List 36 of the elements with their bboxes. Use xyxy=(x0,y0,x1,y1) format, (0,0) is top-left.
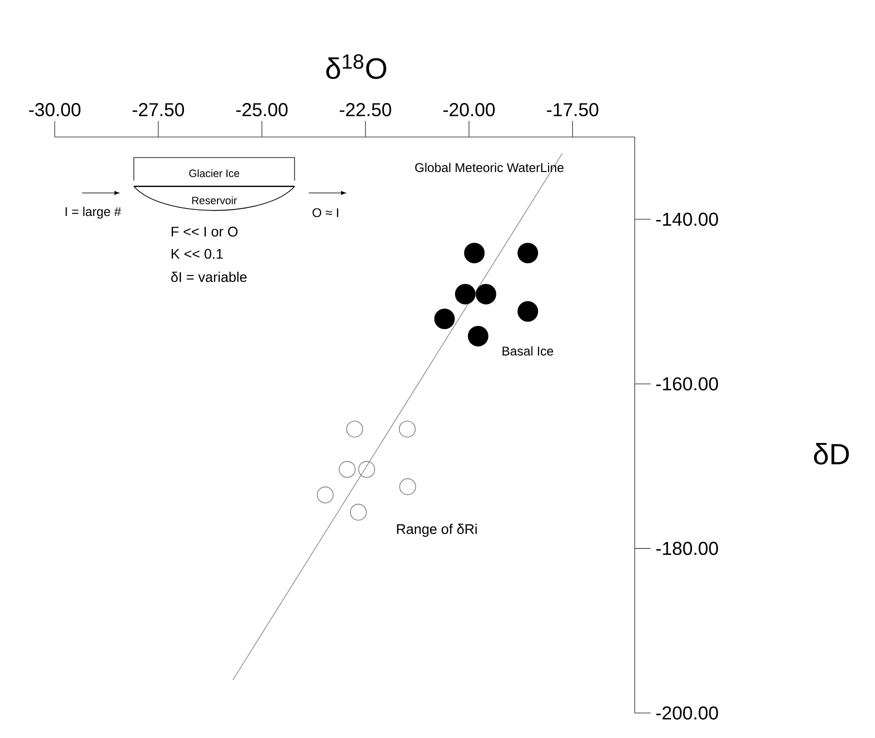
point xyxy=(468,326,488,346)
y-tick-label: -200.00 xyxy=(656,706,718,720)
annotation: Basal Ice xyxy=(502,346,554,356)
point xyxy=(476,284,496,304)
annotation: I = large # xyxy=(66,206,122,219)
point xyxy=(346,420,364,438)
x-tick-label: -25.00 xyxy=(236,103,288,116)
point xyxy=(338,461,356,478)
point xyxy=(434,308,455,330)
y-tick-label: -140.00 xyxy=(656,212,718,226)
point xyxy=(399,478,416,496)
point xyxy=(350,504,367,521)
annotation: δI = variable xyxy=(171,272,247,282)
x-tick-label: -17.50 xyxy=(546,103,598,116)
annotation: Reservoir xyxy=(192,196,237,204)
point xyxy=(464,242,485,264)
point xyxy=(316,486,334,504)
y-tick-label: -160.00 xyxy=(656,377,718,390)
annotation: K << 0.1 xyxy=(172,248,223,259)
y-axis-title: δD xyxy=(814,443,849,465)
point xyxy=(398,420,416,438)
annotation: O ≈ I xyxy=(312,208,338,218)
point xyxy=(358,461,376,478)
annotation: Range of δRi xyxy=(397,524,477,537)
point xyxy=(518,301,538,322)
point xyxy=(518,242,538,264)
point xyxy=(454,284,476,304)
x-tick-label: -27.50 xyxy=(132,103,184,116)
annotation: Glacier Ice xyxy=(189,169,240,178)
annotation: Global Meteoric WaterLine xyxy=(415,162,564,172)
annotation: F << I or O xyxy=(172,226,238,237)
x-tick-label: -20.00 xyxy=(443,103,495,116)
x-tick-label: -22.50 xyxy=(340,103,392,116)
x-tick-label: -30.00 xyxy=(29,103,80,116)
y-tick-label: -180.00 xyxy=(656,542,718,556)
x-axis-title: δ$^{18}$O xyxy=(326,54,386,79)
